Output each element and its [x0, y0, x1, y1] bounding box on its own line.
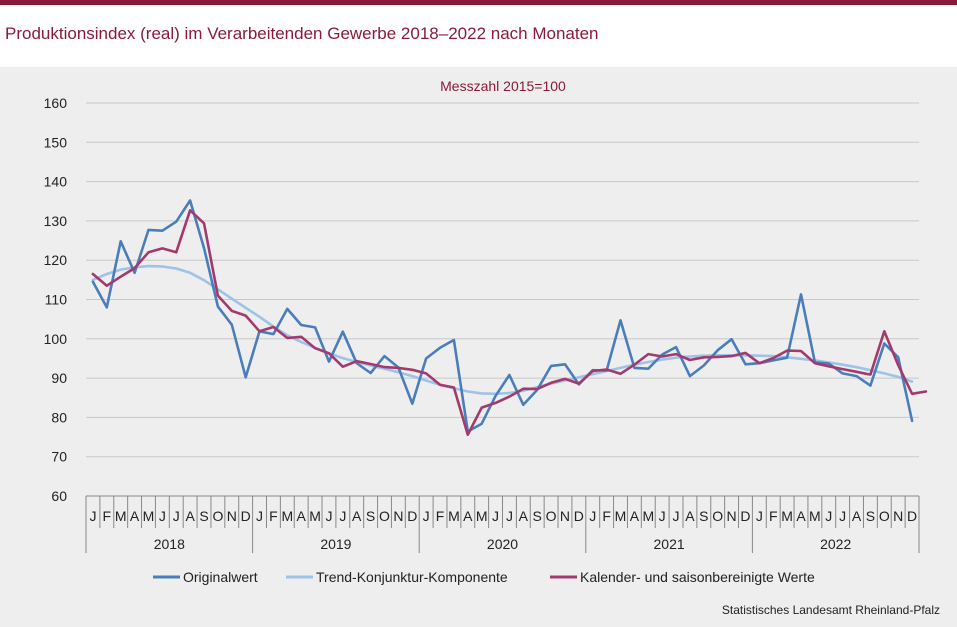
year-label: 2022 — [820, 536, 851, 552]
month-label: D — [574, 508, 584, 524]
month-label: A — [519, 508, 529, 524]
month-label: M — [809, 508, 821, 524]
year-label: 2021 — [654, 536, 685, 552]
y-axis-ticks: 60 70 80 90 100 110 120 130 140 150 160 — [44, 95, 68, 504]
month-label: J — [825, 508, 832, 524]
month-label: D — [241, 508, 251, 524]
y-tick-label: 60 — [51, 488, 67, 504]
month-label: A — [185, 508, 195, 524]
month-label: A — [852, 508, 862, 524]
month-label: S — [199, 508, 208, 524]
chart-subtitle: Messzahl 2015=100 — [440, 78, 566, 94]
chart-panel — [0, 67, 957, 627]
month-label: A — [463, 508, 473, 524]
legend: Originalwert Trend-Konjunktur-Komponente… — [153, 569, 815, 585]
month-label: S — [866, 508, 875, 524]
y-tick-label: 120 — [44, 252, 68, 268]
year-label: 2018 — [154, 536, 185, 552]
month-label: J — [159, 508, 166, 524]
month-label: N — [727, 508, 737, 524]
month-label: J — [756, 508, 763, 524]
series-line-originalwert — [91, 199, 914, 433]
series-line-kalender-und-saisonbereinigte-werte — [91, 209, 928, 437]
year-label: 2019 — [320, 536, 351, 552]
month-label: M — [143, 508, 155, 524]
page-title: Produktionsindex (real) im Verarbeitende… — [5, 24, 599, 43]
month-label: M — [309, 508, 321, 524]
month-label: J — [173, 508, 180, 524]
month-label: S — [366, 508, 375, 524]
month-label: O — [546, 508, 557, 524]
month-label: A — [130, 508, 140, 524]
month-label: F — [436, 508, 445, 524]
month-label: S — [533, 508, 542, 524]
month-label: A — [297, 508, 307, 524]
legend-label-saisonbereinigt: Kalender- und saisonbereinigte Werte — [580, 569, 815, 585]
month-label: N — [393, 508, 403, 524]
month-label: O — [379, 508, 390, 524]
y-tick-label: 100 — [44, 331, 68, 347]
month-label: J — [89, 508, 96, 524]
month-label: F — [103, 508, 112, 524]
month-label: D — [740, 508, 750, 524]
source-label: Statistisches Landesamt Rheinland-Pfalz — [722, 603, 940, 617]
month-label: M — [448, 508, 460, 524]
month-label: A — [630, 508, 640, 524]
month-label: O — [879, 508, 890, 524]
month-label: J — [492, 508, 499, 524]
y-tick-label: 70 — [51, 449, 67, 465]
month-label: J — [256, 508, 263, 524]
y-tick-label: 160 — [44, 95, 68, 111]
y-tick-label: 140 — [44, 174, 68, 190]
month-label: J — [589, 508, 596, 524]
month-label: M — [281, 508, 293, 524]
gridlines — [86, 102, 919, 458]
month-label: N — [893, 508, 903, 524]
month-label: O — [712, 508, 723, 524]
month-label: J — [659, 508, 666, 524]
month-label: J — [325, 508, 332, 524]
month-label: M — [115, 508, 127, 524]
month-label: S — [699, 508, 708, 524]
month-label: N — [560, 508, 570, 524]
month-label: M — [642, 508, 654, 524]
month-label: A — [352, 508, 362, 524]
month-label: O — [212, 508, 223, 524]
series-lines — [91, 199, 928, 437]
month-label: F — [769, 508, 778, 524]
legend-label-originalwert: Originalwert — [183, 569, 258, 585]
y-tick-label: 90 — [51, 370, 67, 386]
month-label: A — [796, 508, 806, 524]
y-tick-label: 110 — [45, 292, 68, 308]
month-label: M — [781, 508, 793, 524]
top-accent-bar — [0, 0, 957, 5]
month-label: D — [407, 508, 417, 524]
y-tick-label: 80 — [51, 409, 67, 425]
month-label: N — [227, 508, 237, 524]
year-label: 2020 — [487, 536, 518, 552]
month-label: J — [506, 508, 513, 524]
month-label: M — [476, 508, 488, 524]
y-tick-label: 150 — [44, 134, 68, 150]
month-label: J — [839, 508, 846, 524]
month-label: M — [615, 508, 627, 524]
legend-label-trend: Trend-Konjunktur-Komponente — [316, 569, 508, 585]
month-label: F — [602, 508, 611, 524]
month-label: J — [339, 508, 346, 524]
month-label: F — [269, 508, 278, 524]
month-label: A — [685, 508, 695, 524]
month-label: J — [423, 508, 430, 524]
month-label: D — [907, 508, 917, 524]
month-label: J — [673, 508, 680, 524]
y-tick-label: 130 — [44, 213, 68, 229]
